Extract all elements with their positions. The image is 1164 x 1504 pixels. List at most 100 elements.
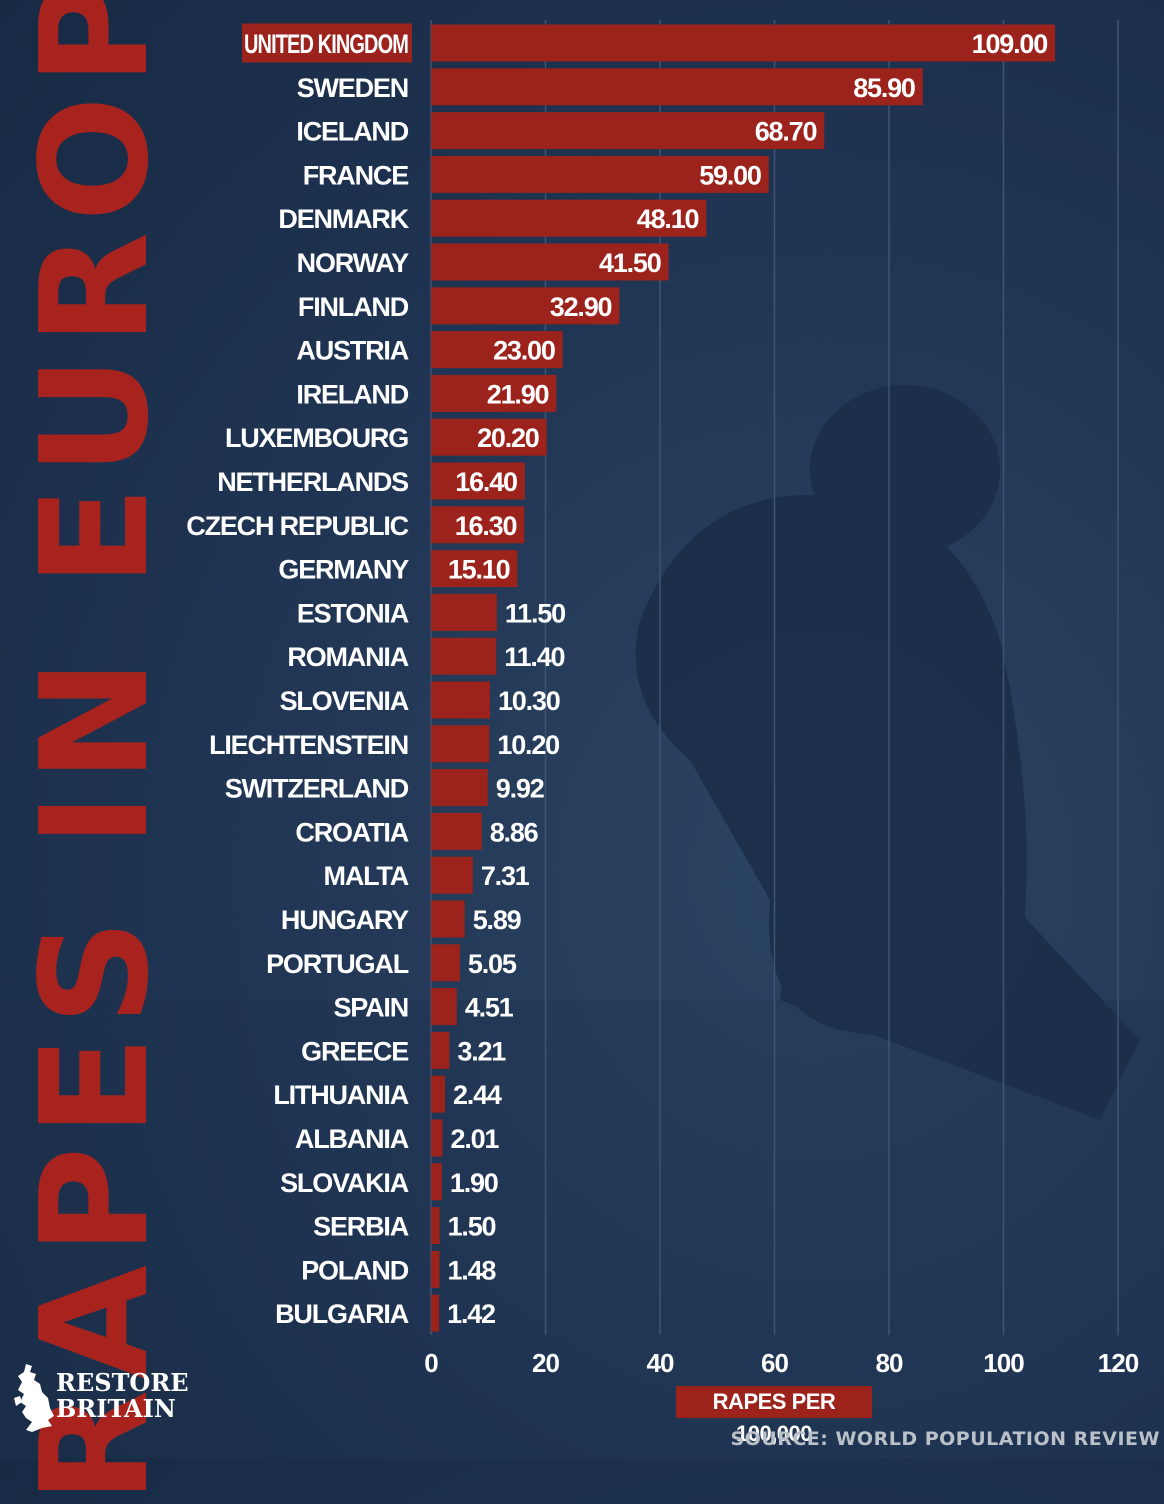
x-tick-label: 100 (983, 1348, 1024, 1378)
category-label: LITHUANIA (273, 1080, 408, 1110)
x-tick-label: 120 (1098, 1348, 1139, 1378)
category-label: FRANCE (303, 160, 408, 190)
category-label: PORTUGAL (266, 949, 409, 979)
value-label: 9.92 (496, 774, 544, 804)
bar (431, 506, 525, 544)
category-label: LIECHTENSTEIN (209, 730, 408, 760)
value-label: 5.89 (473, 905, 522, 935)
value-label: 10.20 (497, 730, 559, 760)
category-label: CROATIA (295, 817, 408, 847)
category-label: GERMANY (278, 555, 409, 585)
value-label: 85.90 (853, 73, 915, 103)
category-label: ALBANIA (295, 1124, 409, 1154)
category-label: CZECH REPUBLIC (186, 511, 408, 541)
category-label: ESTONIA (297, 598, 409, 628)
bar (431, 1163, 442, 1201)
value-label: 1.50 (448, 1212, 496, 1242)
category-label: UNITED KINGDOM (244, 29, 408, 59)
value-label: 3.21 (457, 1036, 506, 1066)
bar (431, 725, 490, 763)
bar (431, 243, 669, 281)
bar (431, 1207, 440, 1245)
category-label: NETHERLANDS (217, 467, 408, 497)
bar (431, 944, 460, 982)
value-label: 2.44 (453, 1080, 502, 1110)
category-label: SLOVAKIA (280, 1168, 409, 1198)
bar (431, 681, 490, 719)
bar (431, 199, 707, 237)
category-label: MALTA (324, 861, 409, 891)
bar (431, 1250, 440, 1288)
bar (431, 155, 769, 193)
value-label: 4.51 (465, 993, 514, 1023)
category-label: DENMARK (278, 204, 409, 234)
value-label: 1.42 (447, 1299, 495, 1329)
value-label: 48.10 (637, 204, 699, 234)
category-label: ICELAND (296, 117, 408, 147)
value-label: 21.90 (487, 379, 549, 409)
category-label: SWITZERLAND (225, 774, 409, 804)
bar (431, 856, 473, 894)
bar (431, 112, 825, 150)
bar (431, 24, 1056, 62)
value-label: 1.48 (447, 1255, 496, 1285)
value-label: 15.10 (448, 555, 510, 585)
x-tick-label: 20 (532, 1348, 559, 1378)
category-label: BULGARIA (275, 1299, 409, 1329)
value-label: 16.30 (455, 511, 517, 541)
value-label: 16.40 (455, 467, 517, 497)
x-tick-label: 60 (761, 1348, 788, 1378)
bar (431, 593, 497, 631)
bar (431, 331, 563, 369)
brand-line2: BRITAIN (56, 1394, 176, 1423)
value-label: 109.00 (972, 29, 1048, 59)
category-label: GREECE (301, 1036, 408, 1066)
value-label: 8.86 (490, 817, 539, 847)
bar-chart: UNITED KINGDOM 109.00 SWEDEN 85.90 ICELAND 68… (186, 20, 1140, 1378)
bar (431, 1031, 450, 1069)
value-label: 59.00 (699, 160, 761, 190)
brand-line1: RESTORE (56, 1368, 189, 1397)
bar (431, 900, 465, 938)
value-label: 68.70 (755, 117, 817, 147)
value-label: 11.50 (505, 598, 565, 628)
category-label: SLOVENIA (280, 686, 409, 716)
x-axis-label: RAPES PER 100,000 (676, 1386, 872, 1446)
value-label: 11.40 (504, 642, 564, 672)
x-tick-label: 0 (424, 1348, 438, 1378)
value-label: 2.01 (451, 1124, 500, 1154)
category-label: AUSTRIA (296, 336, 408, 366)
bar (431, 374, 557, 412)
category-label: POLAND (301, 1255, 409, 1285)
value-label: 1.90 (450, 1168, 498, 1198)
category-label: IRELAND (296, 379, 408, 409)
category-label: SERBIA (313, 1212, 409, 1242)
bar (431, 769, 488, 807)
bar (431, 418, 547, 456)
bar (431, 287, 620, 325)
bar (431, 68, 923, 106)
bar (431, 988, 457, 1026)
bar (431, 462, 525, 500)
x-tick-label: 80 (876, 1348, 903, 1378)
highlight-label-background (242, 23, 412, 63)
bar (431, 1075, 445, 1113)
restore-britain-logo: RESTORE BRITAIN (12, 1362, 189, 1438)
value-label: 32.90 (550, 292, 612, 322)
category-label: SPAIN (333, 993, 408, 1023)
value-label: 20.20 (477, 423, 539, 453)
category-label: HUNGARY (281, 905, 409, 935)
category-label: LUXEMBOURG (225, 423, 408, 453)
bar (431, 637, 497, 675)
gridlines (430, 20, 1119, 1335)
bar (431, 812, 482, 850)
category-label: ROMANIA (287, 642, 408, 672)
value-label: 10.30 (498, 686, 560, 716)
x-axis-ticks: 0 20 40 60 80 100 120 (424, 1348, 1139, 1378)
value-label: 23.00 (493, 336, 555, 366)
value-label: 41.50 (599, 248, 661, 278)
category-label: SWEDEN (297, 73, 408, 103)
value-label: 7.31 (481, 861, 530, 891)
background-silhouette (0, 385, 1164, 1458)
bar (431, 1294, 440, 1332)
